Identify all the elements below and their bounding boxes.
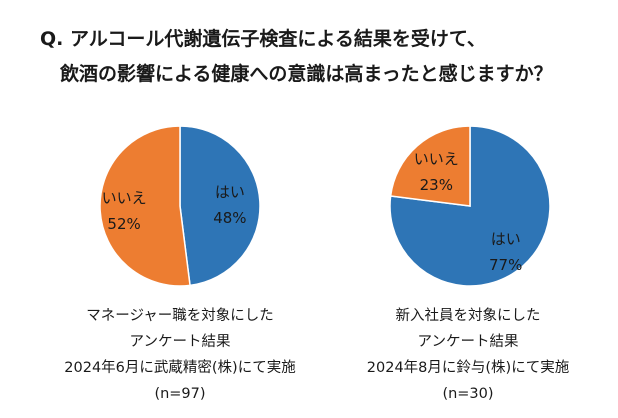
caption-sample-size: (n=30) (442, 386, 494, 402)
caption-new-employees: 新入社員を対象にした アンケート結果 2024年8月に鈴与(株)にて実施 (n=… (318, 303, 618, 407)
slice-value-label: 48% (213, 209, 246, 227)
slice-value-label: 77% (489, 256, 522, 274)
slice-category-label: はい (215, 183, 245, 201)
caption-line3: 2024年8月に鈴与(株)にて実施 (366, 360, 570, 376)
pie-chart-managers: はい 48% いいえ 52% (99, 125, 261, 287)
caption-sample-size: (n=97) (154, 386, 206, 402)
caption-line3: 2024年6月に武蔵精密(株)にて実施 (64, 360, 296, 376)
slice-category-label: いいえ (414, 150, 459, 168)
pie-slice-no (99, 125, 191, 287)
caption-line1: マネージャー職を対象にした (86, 308, 274, 324)
pie-slice-no (389, 125, 471, 207)
slice-value-label: 52% (107, 215, 140, 233)
pie-chart-new-employees: はい 77% いいえ 23% (389, 125, 551, 287)
pie-slice-yes (179, 125, 261, 287)
caption-line1: 新入社員を対象にした (395, 308, 541, 324)
caption-line2: アンケート結果 (129, 334, 231, 350)
caption-line2: アンケート結果 (417, 334, 519, 350)
question-title-line1: Q. アルコール代謝遺伝子検査による結果を受けて、 (40, 28, 486, 50)
slice-category-label: はい (491, 230, 521, 248)
question-title-line2: 飲酒の影響による健康への意識は高まったと感じますか？ (60, 63, 553, 85)
slice-category-label: いいえ (102, 189, 147, 207)
caption-managers: マネージャー職を対象にした アンケート結果 2024年6月に武蔵精密(株)にて実… (30, 303, 330, 407)
slice-value-label: 23% (420, 176, 453, 194)
